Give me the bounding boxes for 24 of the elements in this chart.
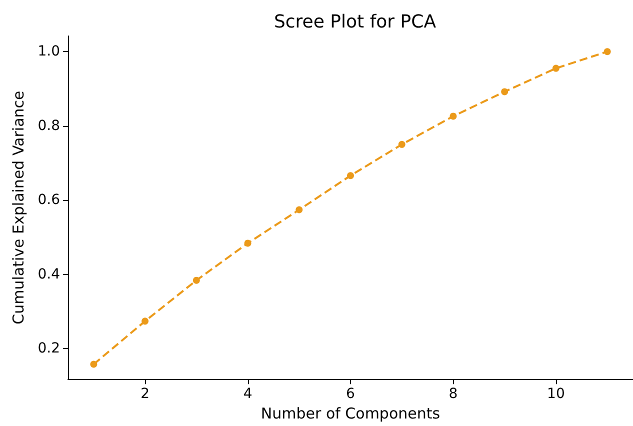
point [347,172,354,180]
y-tick-label: 0.2 [38,340,60,357]
y-tick-label: 1.0 [38,44,60,60]
chart-title: Scree Plot for PCA [274,12,437,32]
point [552,64,560,72]
y-tick-label: 0.8 [38,118,60,134]
x-axis-title: Number of Components [260,404,440,422]
point [501,88,508,96]
x-tick-label: 2 [140,386,150,402]
point [604,48,611,56]
y-tick-label: 0.6 [38,192,60,208]
point [90,360,98,368]
point [450,112,457,120]
y-axis-title: Cumulative Explained Variance [10,90,28,324]
y-tick-label: 0.4 [38,266,60,282]
point [296,206,303,214]
x-tick-label: 8 [448,386,458,402]
point [244,240,252,247]
point [142,318,149,325]
point [398,140,406,148]
x-tick-label: 4 [243,386,252,402]
x-tick-label: 10 [547,386,565,402]
x-tick-label: 6 [346,386,356,402]
point [192,276,200,284]
